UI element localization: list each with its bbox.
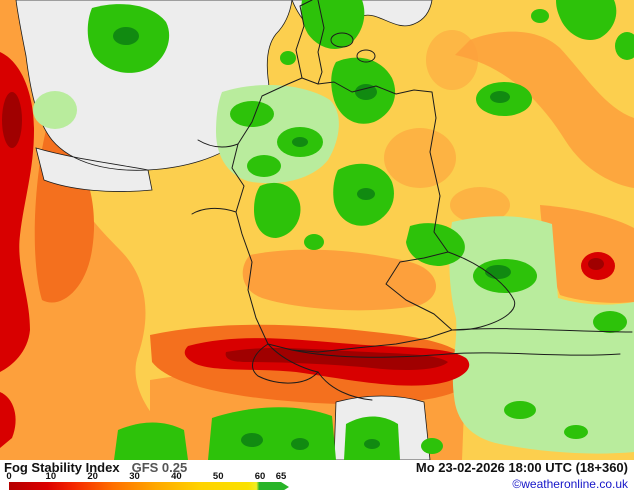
region-green-bottom-2	[208, 407, 336, 460]
region-green-uk-core	[113, 27, 139, 45]
border-danish-island-2	[356, 49, 376, 63]
map-svg	[0, 0, 634, 460]
region-green-bight	[280, 51, 296, 65]
region-green-se-4	[564, 425, 588, 439]
scale-tick: 0	[6, 471, 12, 482]
footer-right: Mo 23-02-2026 18:00 UTC (18+360) ©weathe…	[416, 461, 628, 490]
footer-left: Fog Stability Index GFS 0.25 0 10 20 30 40 50 6…	[4, 461, 314, 490]
region-red-west-core	[2, 92, 22, 148]
border-switzerland	[252, 343, 319, 384]
border-italy-north	[317, 371, 373, 401]
scale-tick: 65	[275, 471, 287, 482]
scale-tick: 10	[45, 471, 57, 482]
region-orange-east	[540, 205, 634, 303]
region-green-nw-core	[292, 137, 308, 147]
border-austria-north	[451, 328, 633, 333]
footer-bar: Fog Stability Index GFS 0.25 0 10 20 30 40 50 6…	[0, 460, 634, 490]
region-green-bottom-4	[421, 438, 443, 454]
region-green-mid-small	[304, 234, 324, 250]
region-green-se-1-core	[485, 265, 511, 279]
region-orange-above-pale	[450, 187, 510, 223]
region-green-bottom-1	[114, 422, 188, 460]
valid-datetime: Mo 23-02-2026 18:00 UTC (18+360)	[415, 460, 628, 475]
scale-ticks: 0 10 20 30 40 50 60 65	[4, 471, 314, 482]
country-borders	[191, 0, 633, 401]
region-green-bottom-3	[344, 416, 400, 460]
model-label: GFS 0.25	[131, 460, 188, 475]
scale-tick: 20	[87, 471, 98, 482]
title-row: Fog Stability Index GFS 0.25	[4, 461, 314, 474]
region-green-se-3	[504, 401, 536, 419]
map-title: Fog Stability Index	[4, 460, 120, 475]
border-netherlands	[197, 139, 239, 148]
scale-bar-wrap	[9, 481, 314, 490]
region-pale-green-west-patch	[33, 91, 77, 129]
scale-tick: 50	[212, 471, 224, 482]
region-green-topright-3	[531, 9, 549, 23]
copyright: ©weatheronline.co.uk	[512, 477, 628, 490]
region-green-central-core	[357, 188, 375, 200]
region-red-alps-core	[225, 347, 448, 370]
region-orange-northeast-streak	[455, 31, 634, 189]
region-green-topright-1	[556, 0, 617, 41]
scale-tick: 30	[129, 471, 140, 482]
region-red-spot-east-core	[588, 258, 604, 270]
border-germany	[231, 77, 453, 353]
region-orange-top-center	[426, 30, 478, 90]
border-denmark-west	[295, 0, 313, 79]
region-green-bottom-2-core-a	[241, 433, 263, 447]
scale-tick: 40	[171, 471, 182, 482]
scale-tick: 60	[254, 471, 266, 482]
region-red-west-bottom	[0, 392, 16, 448]
border-alps-crest	[291, 349, 621, 358]
region-green-denmark-north	[301, 0, 365, 49]
region-green-poland-core	[490, 91, 510, 103]
region-green-topright-2	[615, 32, 634, 60]
color-scale: 0 10 20 30 40 50 60 65	[4, 471, 314, 490]
region-orange-center-east	[384, 128, 456, 188]
region-green-rhine	[254, 182, 301, 238]
region-green-se-2	[593, 311, 627, 333]
border-denmark-east	[317, 0, 325, 85]
color-scale-bar	[9, 482, 281, 490]
region-green-denmark-core	[355, 84, 377, 100]
region-green-nw-1	[230, 101, 274, 127]
region-green-east-mid	[406, 223, 465, 266]
border-danish-island-1	[330, 32, 354, 48]
border-belgium-france	[191, 207, 237, 215]
region-green-bottom-3-core	[364, 439, 380, 449]
fog-stability-map	[0, 0, 634, 460]
region-green-nw-3	[247, 155, 281, 177]
region-green-bottom-2-core-b	[291, 438, 309, 450]
region-orange-south-center	[242, 249, 437, 311]
color-scale-arrow	[281, 481, 289, 490]
